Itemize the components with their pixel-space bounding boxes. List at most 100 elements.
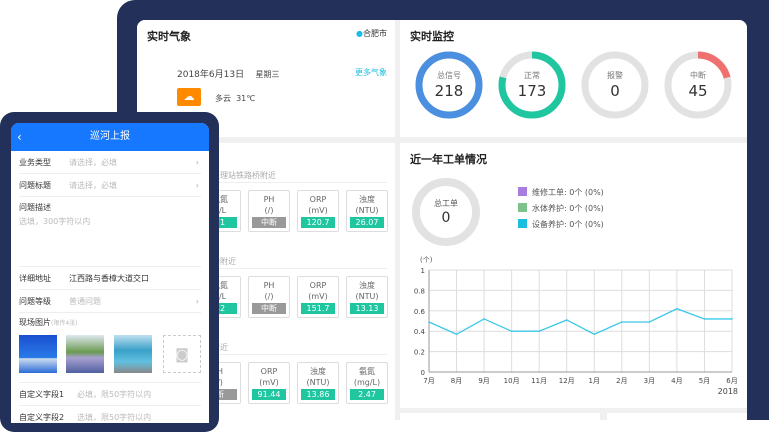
metric-box[interactable]: ORP (mV) 91.44: [248, 362, 290, 404]
ring-gauge: [581, 51, 649, 119]
legend-item: 维修工单: 0个 (0%): [518, 187, 604, 198]
total-workorder-ring: 总工单 0: [412, 178, 480, 246]
x-tick-label: 1月: [589, 377, 600, 385]
legend-swatch: [518, 203, 527, 212]
photo-thumbnail[interactable]: [19, 335, 57, 373]
ring-label: 报警: [607, 71, 623, 80]
ring-value: 45: [688, 82, 708, 100]
metric-value: 13.86: [301, 389, 335, 400]
photos-field: 现场图片(限传4张) ◙: [19, 313, 201, 383]
location-pin-icon: ●: [356, 29, 363, 38]
phone-title: 巡河上报: [90, 131, 130, 142]
workorder-card: 近一年工单情况 总工单 0 维修工单: 0个 (0%) 水体养护: 0个 (0%)…: [400, 143, 747, 408]
workorder-title: 近一年工单情况: [410, 153, 487, 166]
description-field[interactable]: 问题描述 选填，300字符以内: [19, 197, 201, 267]
monitor-card: 实时监控 总信号 218 正常 173 报警 0 中断 45: [400, 20, 747, 137]
workorder-line-chart: (个) 0 0.2 0.4 0.6 0.8 1 7月 8月 9月 10月 11月 12月 1月 2月 3月 4月…: [414, 256, 738, 396]
y-tick-label: 0.4: [414, 328, 426, 336]
data-point: [703, 318, 706, 320]
x-tick-label: 5月: [699, 377, 710, 385]
data-point: [676, 307, 678, 310]
ring-label: 中断: [690, 71, 706, 80]
legend-swatch: [518, 187, 527, 196]
ring-gauge: [498, 51, 566, 119]
photo-thumbnail[interactable]: [66, 335, 104, 373]
x-tick-label: 8月: [451, 377, 462, 385]
x-tick-label: 10月: [504, 377, 520, 385]
y-tick-label: 1: [421, 267, 425, 275]
metric-box[interactable]: 浊度 (NTU) 13.13: [346, 276, 388, 318]
y-tick-label: 0.2: [414, 349, 425, 357]
x-tick-label: 2月: [616, 377, 627, 385]
series-line: [428, 308, 732, 335]
station-name: 处理站铁路桥附近: [212, 171, 276, 180]
x-tick-label: 4月: [671, 377, 682, 385]
ring-value: 173: [517, 82, 547, 100]
metric-box[interactable]: ORP (mV) 151.7: [297, 276, 339, 318]
data-point: [648, 321, 651, 323]
legend-item: 水体养护: 0个 (0%): [518, 203, 604, 214]
bottom-card-1: [400, 413, 600, 420]
photo-thumbnail[interactable]: [114, 335, 152, 373]
issue-level-field[interactable]: 问题等级 普通问题 ›: [19, 290, 201, 313]
data-point: [538, 330, 540, 332]
data-point: [510, 330, 513, 332]
y-tick-label: 0: [421, 369, 425, 377]
metric-box[interactable]: PH (/) 中断: [248, 276, 290, 318]
ring-label: 正常: [524, 71, 540, 80]
y-axis-label: (个): [420, 256, 433, 264]
city-selector[interactable]: ●合肥市: [356, 29, 387, 38]
more-weather-link[interactable]: 更多气象: [355, 68, 387, 77]
phone-screen: ‹ 巡河上报 业务类型 请选择，必填 › 问题标题 请选择，必填 › 问题描述 选填，30…: [11, 123, 209, 423]
metric-box[interactable]: 氨氮 (mg/L) 2.47: [346, 362, 388, 404]
metric-box[interactable]: ORP (mV) 120.7: [297, 190, 339, 232]
partly-cloudy-icon: ☁: [177, 88, 201, 106]
metric-value: 2.47: [350, 389, 384, 400]
metric-box[interactable]: PH (/) 中断: [248, 190, 290, 232]
metric-value: 断: [203, 389, 237, 400]
metric-value: 151.7: [301, 303, 335, 314]
station-name: 桥附近: [212, 257, 236, 266]
add-photo-camera-icon[interactable]: ◙: [163, 335, 201, 373]
metric-value: 中断: [252, 303, 286, 314]
station-name: 附近: [212, 343, 228, 352]
metric-box[interactable]: 浊度 (NTU) 13.86: [297, 362, 339, 404]
metric-value: 26.07: [350, 217, 384, 228]
y-tick-label: 0.6: [414, 308, 426, 316]
issue-title-field[interactable]: 问题标题 请选择，必填 ›: [19, 174, 201, 197]
y-tick-label: 0.8: [414, 287, 425, 295]
weather-title: 实时气象: [147, 30, 191, 43]
x-sublabel: 2018: [718, 387, 738, 396]
data-point: [428, 321, 430, 323]
metric-value: 13.13: [350, 303, 384, 314]
ring-0[interactable]: 总信号 218: [414, 50, 484, 120]
business-type-field[interactable]: 业务类型 请选择，必填 ›: [19, 151, 201, 174]
data-point: [593, 333, 596, 336]
legend-swatch: [518, 219, 527, 228]
data-point: [483, 318, 485, 320]
legend-item: 设备养护: 0个 (0%): [518, 219, 604, 230]
x-tick-label: 3月: [644, 377, 655, 385]
x-tick-label: 9月: [478, 377, 489, 385]
ring-3[interactable]: 中断 45: [663, 50, 733, 120]
metric-box[interactable]: 浊度 (NTU) 26.07: [346, 190, 388, 232]
address-field[interactable]: 详细地址 江西路与香樟大道交口: [19, 267, 201, 290]
metric-value: 71: [203, 217, 237, 228]
ring-1[interactable]: 正常 173: [497, 50, 567, 120]
metric-value: 42: [203, 303, 237, 314]
metric-value: 120.7: [301, 217, 335, 228]
weather-condition: 多云 31℃: [215, 94, 256, 103]
back-arrow-icon[interactable]: ‹: [17, 130, 22, 144]
ring-gauge: [415, 51, 483, 119]
ring-2[interactable]: 报警 0: [580, 50, 650, 120]
monitor-title: 实时监控: [410, 30, 454, 43]
custom-field-2[interactable]: 自定义字段2 选填，限50字符以内: [19, 406, 201, 423]
x-tick-label: 7月: [423, 377, 434, 385]
data-point: [621, 321, 623, 323]
data-point: [565, 319, 568, 321]
custom-field-1[interactable]: 自定义字段1 必填，限50字符以内: [19, 383, 201, 406]
phone-header: ‹ 巡河上报: [11, 123, 209, 151]
ring-label: 总信号: [437, 71, 461, 80]
chevron-right-icon: ›: [195, 158, 199, 167]
metric-value: 中断: [252, 217, 286, 228]
